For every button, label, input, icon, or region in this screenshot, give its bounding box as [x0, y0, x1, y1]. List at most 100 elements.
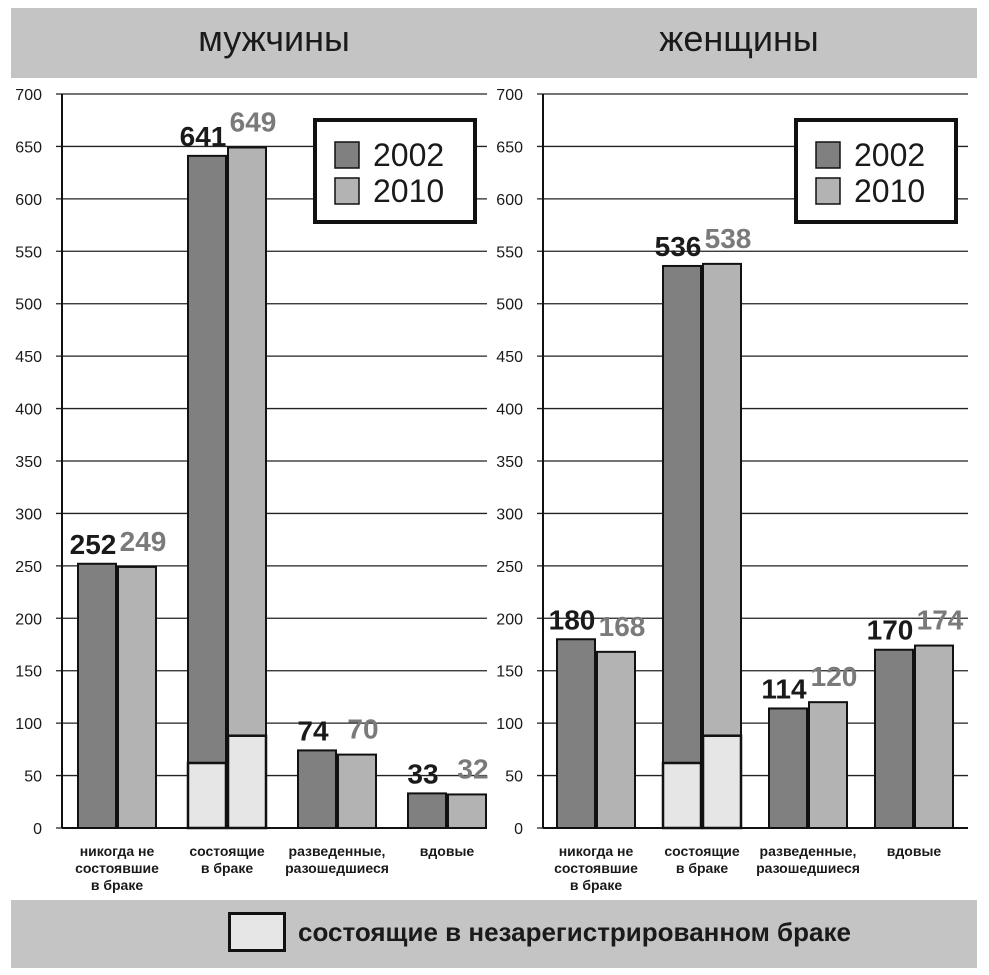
men-category-label: состоявшие [75, 860, 159, 876]
men-bar-2010 [117, 565, 157, 829]
men-data-label-2002: 252 [70, 529, 117, 560]
women-bar-2002 [768, 707, 808, 829]
men-data-label-2002: 33 [407, 758, 438, 789]
men-ytick-label: 550 [15, 244, 42, 261]
men-bar-2010 [227, 146, 267, 829]
women-data-label-2002: 170 [867, 615, 914, 646]
women-category-label: в браке [570, 877, 622, 893]
men-ytick-label: 700 [15, 87, 42, 104]
women-data-label-2002: 180 [549, 604, 596, 635]
women-ytick-label: 350 [496, 454, 523, 471]
men-ytick-label: 0 [33, 821, 42, 838]
unregistered-label: состоящие в незарегистрированном браке [298, 916, 851, 947]
men-legend-label-2010: 2010 [373, 173, 444, 209]
men-ytick-label: 500 [15, 297, 42, 314]
men-legend-swatch-2002 [334, 141, 360, 169]
men-data-label-2002: 74 [297, 715, 329, 746]
unregistered-legend: состоящие в незарегистрированном браке [228, 912, 851, 952]
women-bar-2002 [556, 638, 596, 829]
chart-title-men: мужчины [198, 18, 350, 59]
women-legend-label-2002: 2002 [854, 137, 925, 173]
women-bar-2002 [874, 648, 914, 829]
men-ytick-label: 150 [15, 664, 42, 681]
women-unregistered-bar-2010 [701, 734, 743, 830]
women-ytick-label: 300 [496, 506, 523, 523]
men-bar-2002 [297, 749, 337, 829]
women-legend-swatch-2002 [815, 141, 841, 169]
women-ytick-label: 650 [496, 139, 523, 156]
women-category-label: разошедшиеся [756, 860, 860, 876]
men-ytick-label: 450 [15, 349, 42, 366]
women-ytick-label: 100 [496, 716, 523, 733]
men-ytick-label: 250 [15, 559, 42, 576]
men-category-label: в браке [91, 877, 143, 893]
men-ytick-label: 600 [15, 192, 42, 209]
men-category-label: разошедшиеся [285, 860, 389, 876]
men-category-label: вдовые [420, 843, 475, 859]
women-ytick-label: 500 [496, 297, 523, 314]
women-category-label: состоявшие [554, 860, 638, 876]
chart-title-women: женщины [659, 18, 819, 59]
men-category-label: состоящие [189, 843, 265, 859]
men-bar-2010 [447, 793, 487, 830]
women-bar-2010 [914, 644, 954, 830]
men-ytick-label: 650 [15, 139, 42, 156]
women-category-label: разведенные, [760, 843, 857, 859]
women-ytick-label: 50 [505, 769, 523, 786]
women-ytick-label: 0 [514, 821, 523, 838]
men-ytick-label: 350 [15, 454, 42, 471]
women-data-label-2002: 536 [655, 231, 702, 262]
men-ytick-label: 300 [15, 506, 42, 523]
women-ytick-label: 150 [496, 664, 523, 681]
women-ytick-label: 450 [496, 349, 523, 366]
women-data-label-2010: 538 [705, 223, 752, 254]
men-bar-2010 [337, 753, 377, 829]
header-band [11, 8, 977, 78]
men-unregistered-bar-2002 [186, 761, 228, 830]
women-legend-box [794, 118, 958, 224]
women-category-label: в браке [676, 860, 728, 876]
men-bar-2002 [407, 792, 447, 830]
women-bar-2010 [702, 262, 742, 829]
unregistered-swatch [228, 912, 286, 952]
women-bar-2010 [808, 701, 848, 830]
women-legend-label-2010: 2010 [854, 173, 925, 209]
women-unregistered-bar-2002 [661, 761, 703, 830]
men-data-label-2010: 649 [230, 106, 277, 137]
women-data-label-2010: 168 [599, 611, 646, 642]
men-data-label-2010: 249 [120, 526, 167, 557]
women-bar-2002 [662, 264, 702, 830]
women-bar-2010 [596, 650, 636, 830]
men-legend-label-2002: 2002 [373, 137, 444, 173]
women-category-label: вдовые [887, 843, 942, 859]
women-legend-swatch-2010 [815, 177, 841, 205]
women-ytick-label: 550 [496, 244, 523, 261]
men-ytick-label: 200 [15, 611, 42, 628]
women-data-label-2010: 174 [917, 605, 964, 636]
men-data-label-2002: 641 [180, 121, 227, 152]
women-category-label: никогда не [559, 843, 634, 859]
women-ytick-label: 700 [496, 87, 523, 104]
men-data-label-2010: 70 [347, 714, 378, 745]
men-category-label: в браке [201, 860, 253, 876]
men-data-label-2010: 32 [457, 753, 488, 784]
men-category-label: никогда не [80, 843, 155, 859]
men-unregistered-bar-2010 [226, 734, 268, 830]
women-ytick-label: 600 [496, 192, 523, 209]
men-ytick-label: 50 [24, 769, 42, 786]
women-ytick-label: 250 [496, 559, 523, 576]
women-data-label-2002: 114 [761, 673, 807, 704]
men-legend-box [313, 118, 477, 224]
women-data-label-2010: 120 [811, 661, 858, 692]
men-category-label: разведенные, [289, 843, 386, 859]
men-bar-2002 [77, 562, 117, 829]
men-ytick-label: 100 [15, 716, 42, 733]
men-legend-swatch-2010 [334, 177, 360, 205]
women-ytick-label: 400 [496, 402, 523, 419]
men-bar-2002 [187, 154, 227, 829]
women-ytick-label: 200 [496, 611, 523, 628]
men-ytick-label: 400 [15, 402, 42, 419]
footer-band [11, 900, 977, 968]
women-category-label: состоящие [664, 843, 740, 859]
